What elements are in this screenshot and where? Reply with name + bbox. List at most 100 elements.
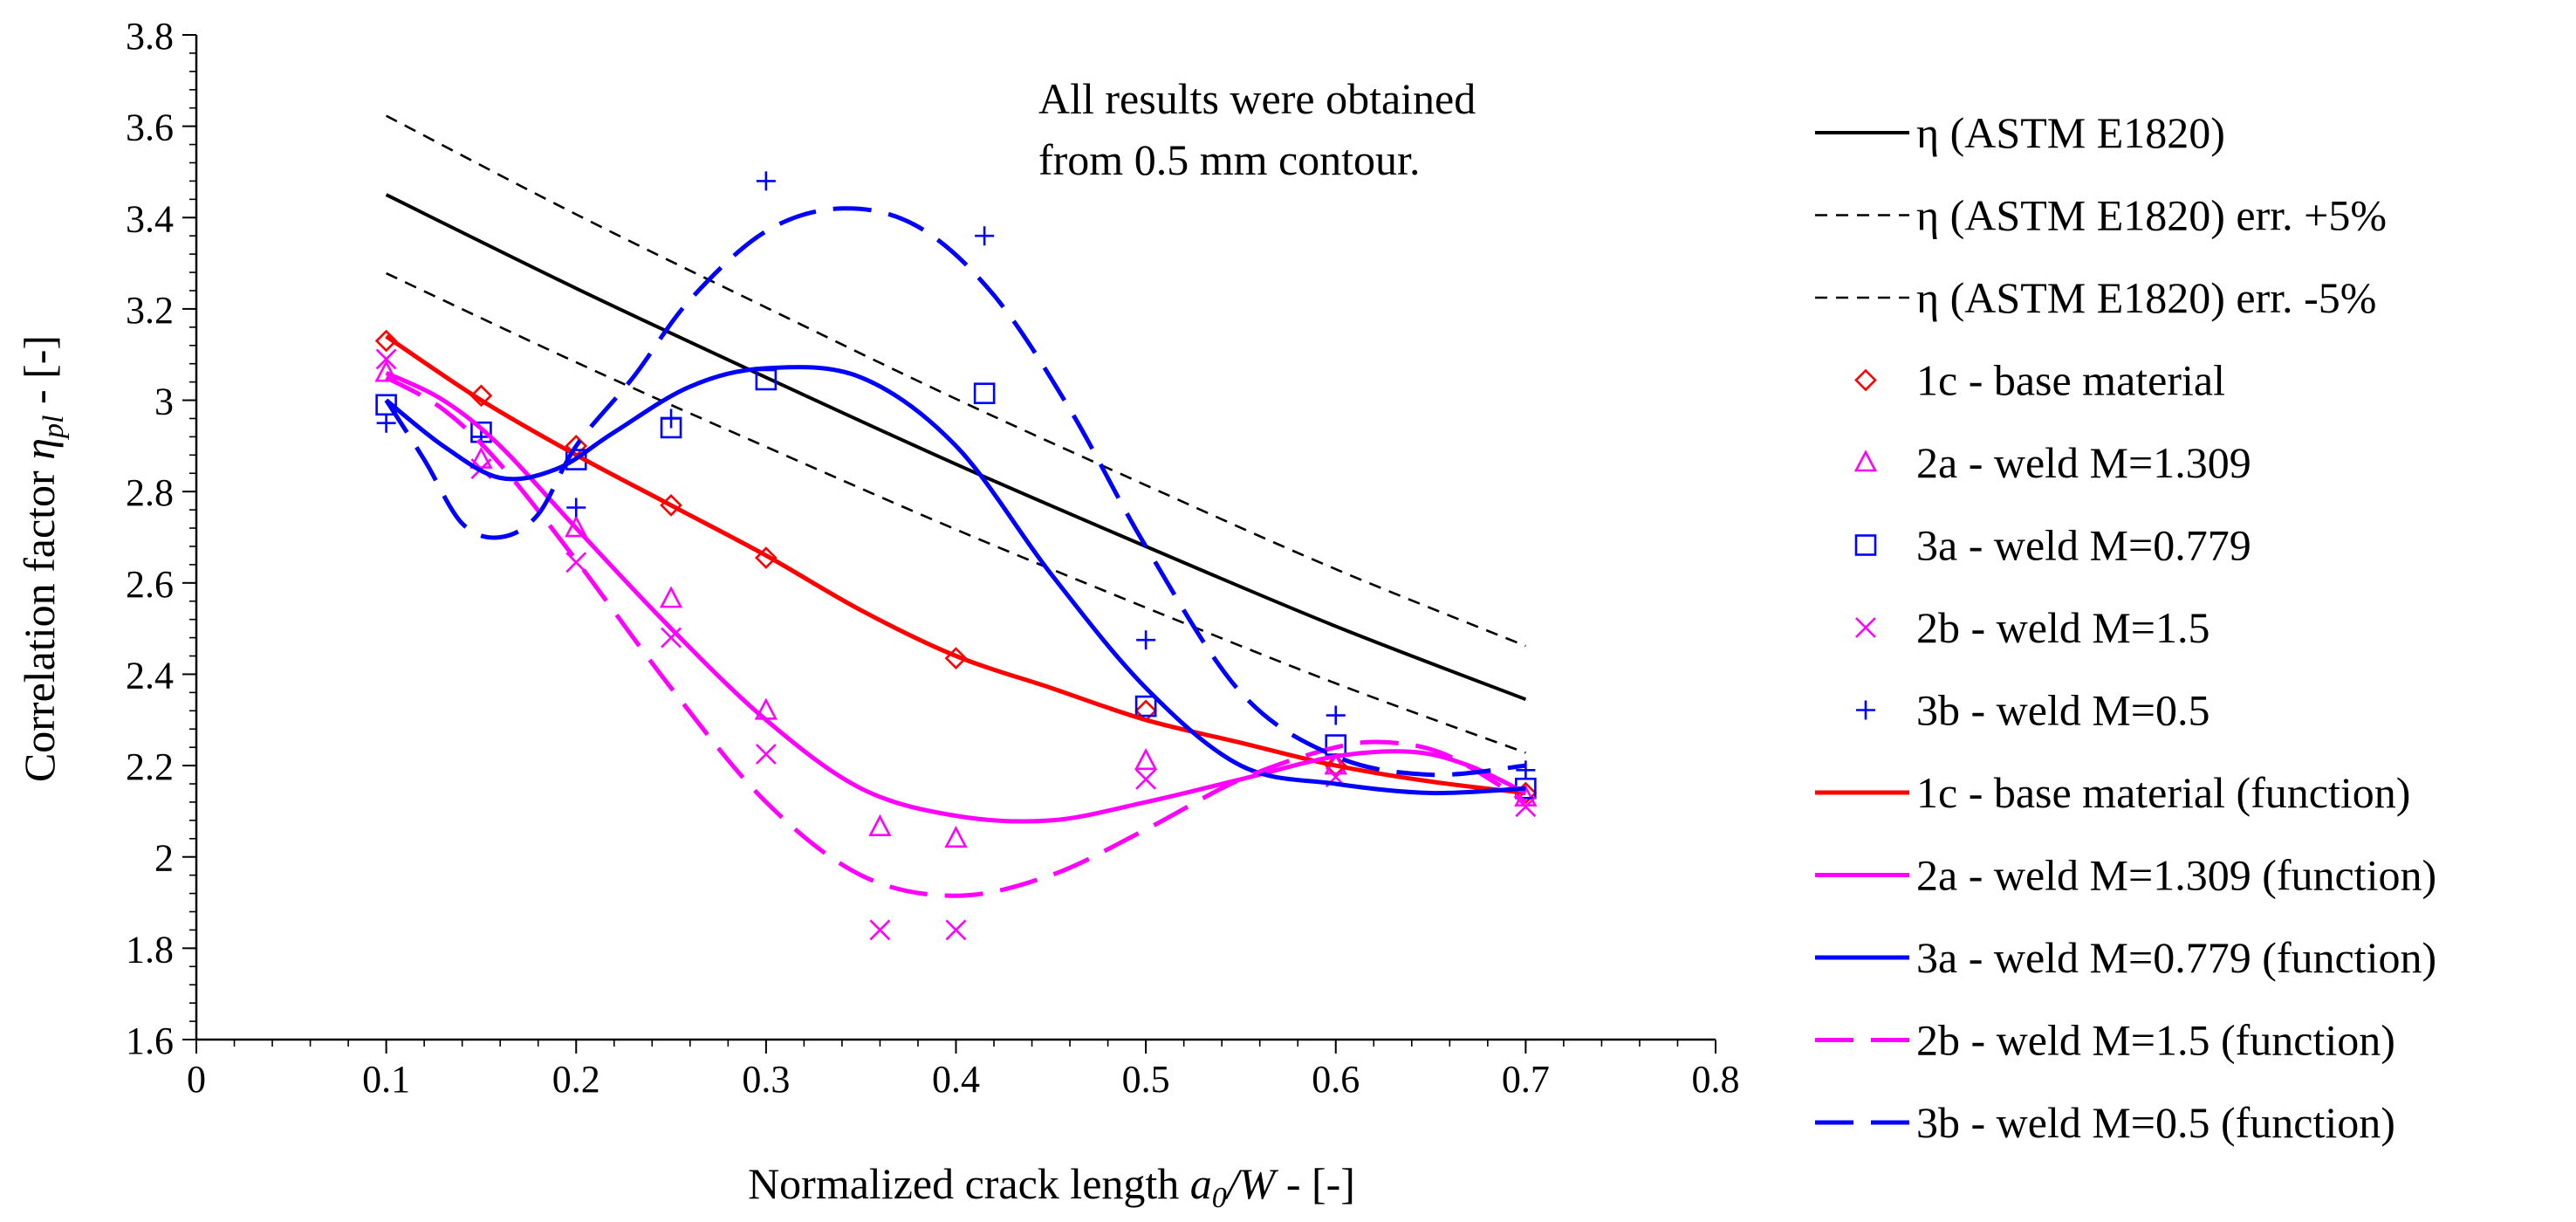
legend-label: 1c - base material (function) bbox=[1916, 768, 2410, 817]
data-point bbox=[1134, 695, 1157, 717]
x-tick-label: 0.6 bbox=[1312, 1058, 1360, 1101]
data-point bbox=[376, 413, 396, 433]
x-tick-label: 0.7 bbox=[1502, 1058, 1550, 1101]
y-tick-label: 3.4 bbox=[126, 197, 174, 240]
axes: 0 0.1 0.2 0.3 0.4 0.5 0.6 0.7 0.8 1.6 1.8 2 2.2 2.4 2.… bbox=[126, 15, 1740, 1101]
data-point bbox=[661, 627, 682, 649]
annotation: All results were obtained from 0.5 mm co… bbox=[1038, 74, 1476, 184]
y-tick-label: 2 bbox=[154, 837, 174, 880]
legend-swatch-marker bbox=[1854, 368, 1877, 392]
data-point bbox=[868, 814, 892, 837]
legend-label: η (ASTM E1820) err. +5% bbox=[1916, 191, 2387, 240]
x-tick-label: 0.3 bbox=[742, 1058, 790, 1101]
legend-label: 2b - weld M=1.5 (function) bbox=[1916, 1016, 2395, 1065]
data-point bbox=[565, 515, 588, 538]
x-tick-label: 0.5 bbox=[1122, 1058, 1170, 1101]
legend-label: 2b - weld M=1.5 bbox=[1916, 603, 2210, 652]
legend-item: 2a - weld M=1.309 bbox=[1853, 438, 2251, 487]
series-6 bbox=[375, 348, 1537, 941]
y-tick-label: 2.4 bbox=[126, 654, 174, 697]
y-axis-title: Correlation factor ηpl - [-] bbox=[15, 335, 70, 782]
legend-label: 2a - weld M=1.309 (function) bbox=[1916, 851, 2436, 900]
series-5 bbox=[375, 368, 1537, 800]
data-point bbox=[756, 171, 776, 191]
x-tick-label: 0 bbox=[187, 1058, 206, 1101]
data-point bbox=[973, 382, 996, 404]
legend-label: 2a - weld M=1.309 bbox=[1916, 438, 2251, 487]
data-point bbox=[1134, 748, 1158, 771]
legend-item: 3b - weld M=0.5 bbox=[1856, 686, 2210, 735]
legend-item: η (ASTM E1820) bbox=[1815, 108, 2225, 157]
series-7 bbox=[376, 171, 1536, 780]
data-point bbox=[944, 825, 968, 848]
series-1 bbox=[386, 114, 1526, 648]
legend-item: 2b - weld M=1.5 bbox=[1855, 603, 2210, 652]
series-3 bbox=[374, 329, 1538, 805]
data-point bbox=[755, 744, 777, 765]
y-tick-label: 1.6 bbox=[126, 1019, 174, 1062]
data-point bbox=[661, 408, 682, 429]
series-line bbox=[386, 271, 1526, 754]
legend-label: 3b - weld M=0.5 bbox=[1916, 686, 2210, 735]
series-line bbox=[385, 334, 1526, 795]
legend-item: 1c - base material (function) bbox=[1815, 768, 2410, 817]
series-9 bbox=[385, 370, 1527, 824]
data-point bbox=[1326, 705, 1346, 725]
legend-item: 2a - weld M=1.309 (function) bbox=[1815, 851, 2436, 900]
x-axis-title: Normalized crack length a0/W - [-] bbox=[748, 1159, 1355, 1214]
y-tick-label: 3.6 bbox=[126, 106, 174, 149]
data-point bbox=[469, 384, 493, 408]
series-10 bbox=[385, 365, 1526, 796]
series-line bbox=[385, 370, 1527, 824]
legend-item: 3b - weld M=0.5 (function) bbox=[1815, 1098, 2395, 1147]
y-tick-label: 3.8 bbox=[126, 15, 174, 58]
series-12 bbox=[384, 206, 1526, 778]
series-line bbox=[385, 365, 1526, 796]
data-point bbox=[566, 498, 586, 518]
legend: η (ASTM E1820) η (ASTM E1820) err. +5% η (… bbox=[1815, 108, 2436, 1147]
data-point bbox=[869, 919, 891, 941]
series-line bbox=[384, 206, 1526, 778]
legend-item: 2b - weld M=1.5 (function) bbox=[1815, 1016, 2395, 1065]
data-point bbox=[755, 546, 778, 569]
legend-swatch-marker bbox=[1853, 450, 1878, 472]
annotation-line-2: from 0.5 mm contour. bbox=[1038, 135, 1420, 184]
y-tick-label: 3 bbox=[154, 381, 174, 423]
legend-item: 1c - base material bbox=[1854, 356, 2225, 405]
series-2 bbox=[386, 271, 1526, 754]
data-point bbox=[375, 348, 397, 370]
series-4 bbox=[374, 360, 1538, 848]
x-tick-label: 0.1 bbox=[362, 1058, 410, 1101]
data-point bbox=[374, 329, 398, 353]
annotation-line-1: All results were obtained bbox=[1038, 74, 1476, 123]
legend-label: 3a - weld M=0.779 bbox=[1916, 521, 2251, 570]
legend-swatch-marker bbox=[1856, 700, 1875, 720]
legend-swatch-marker bbox=[1854, 534, 1877, 556]
legend-label: 3a - weld M=0.779 (function) bbox=[1916, 933, 2436, 982]
series-line bbox=[385, 193, 1527, 702]
x-tick-label: 0.4 bbox=[932, 1058, 980, 1101]
legend-label: η (ASTM E1820) bbox=[1916, 108, 2225, 157]
x-tick-label: 0.2 bbox=[552, 1058, 600, 1101]
y-tick-label: 1.8 bbox=[126, 928, 174, 971]
data-point bbox=[975, 226, 995, 246]
x-tick-label: 0.8 bbox=[1692, 1058, 1740, 1101]
data-point bbox=[945, 919, 967, 941]
data-point bbox=[374, 360, 398, 382]
legend-label: 3b - weld M=0.5 (function) bbox=[1916, 1098, 2395, 1147]
series-0 bbox=[385, 193, 1527, 702]
y-tick-label: 2.8 bbox=[126, 471, 174, 514]
y-tick-label: 3.2 bbox=[126, 289, 174, 332]
plot-area bbox=[374, 114, 1538, 941]
y-tick-label: 2.6 bbox=[126, 563, 174, 606]
data-point bbox=[565, 552, 587, 573]
legend-item: 3a - weld M=0.779 (function) bbox=[1815, 933, 2436, 982]
data-point bbox=[1135, 768, 1157, 790]
y-tick-label: 2.2 bbox=[126, 745, 174, 788]
legend-item: 3a - weld M=0.779 bbox=[1854, 521, 2251, 570]
series-line bbox=[386, 114, 1526, 648]
data-point bbox=[1516, 760, 1536, 780]
legend-item: η (ASTM E1820) err. -5% bbox=[1815, 273, 2376, 322]
legend-label: η (ASTM E1820) err. -5% bbox=[1916, 273, 2376, 322]
data-point bbox=[1136, 630, 1156, 650]
